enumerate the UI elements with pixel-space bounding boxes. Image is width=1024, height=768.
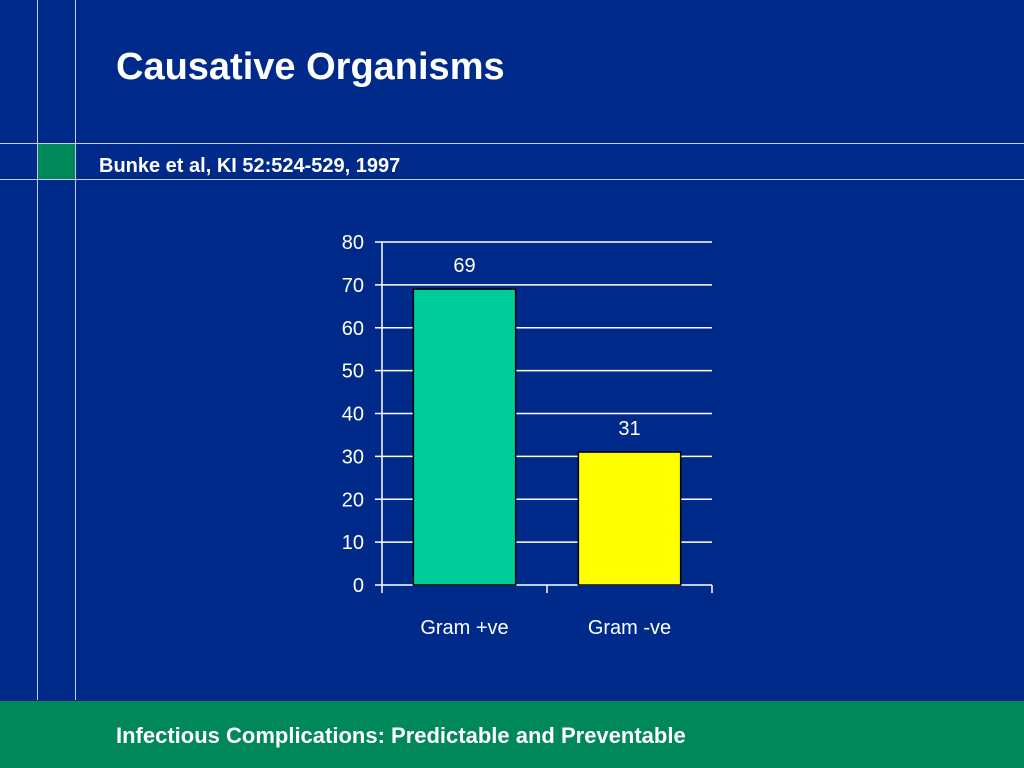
y-tick-label: 10 bbox=[342, 532, 364, 554]
header-rule-bottom bbox=[0, 179, 1024, 180]
y-tick-label: 70 bbox=[342, 275, 364, 297]
y-tick-label: 0 bbox=[353, 575, 364, 597]
y-tick-label: 30 bbox=[342, 446, 364, 468]
y-tick-label: 40 bbox=[342, 404, 364, 426]
left-frame-line-outer bbox=[37, 0, 38, 700]
y-tick-label: 60 bbox=[342, 318, 364, 340]
left-frame-line-inner bbox=[75, 0, 76, 700]
footer-text: Infectious Complications: Predictable an… bbox=[116, 723, 686, 748]
data-label: 69 bbox=[453, 255, 475, 277]
chart-bars bbox=[412, 288, 682, 586]
slide-subtitle: Bunke et al, KI 52:524-529, 1997 bbox=[99, 155, 401, 177]
y-tick-label: 80 bbox=[342, 232, 364, 254]
bar-gram-positive bbox=[412, 288, 517, 586]
y-tick-label: 20 bbox=[342, 489, 364, 511]
footer-bar: Infectious Complications: Predictable an… bbox=[0, 701, 1024, 768]
data-label: 31 bbox=[618, 418, 640, 440]
bar-chart: 0 10 20 30 40 50 60 70 80 69 Gram +ve 31 Gram -ve bbox=[342, 232, 713, 639]
bar-gram-negative bbox=[577, 451, 682, 586]
header-rule-top bbox=[0, 143, 1024, 144]
chart-labels: 0 10 20 30 40 50 60 70 80 69 Gram +ve 31 Gram -ve bbox=[342, 232, 671, 639]
slide-title: Causative Organisms bbox=[116, 46, 505, 88]
x-category-label: Gram +ve bbox=[420, 617, 508, 639]
accent-square bbox=[38, 144, 75, 179]
y-tick-label: 50 bbox=[342, 361, 364, 383]
x-category-label: Gram -ve bbox=[588, 617, 671, 639]
